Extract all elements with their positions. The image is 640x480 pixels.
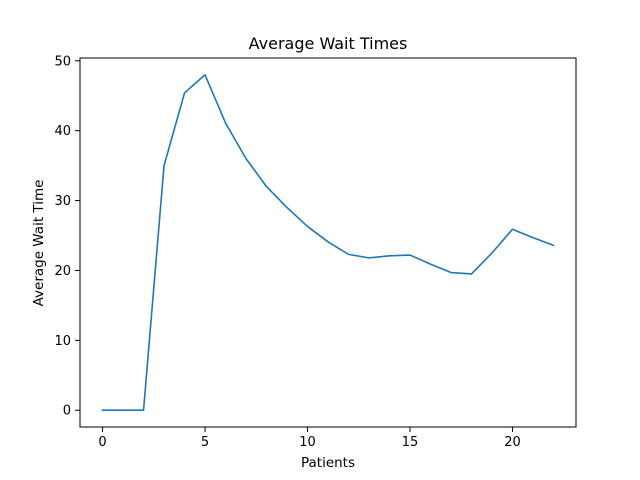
x-tick-label: 15 — [402, 435, 419, 450]
y-tick-label: 50 — [54, 54, 71, 69]
series-layer — [101, 73, 555, 412]
x-axis: 0 5 10 15 20 — [98, 427, 521, 450]
y-tick-label: 10 — [54, 334, 71, 349]
y-axis-label: Average Wait Time — [31, 180, 47, 307]
x-axis-label: Patients — [301, 455, 355, 471]
chart-title: Average Wait Times — [249, 34, 408, 53]
y-tick-label: 30 — [54, 194, 71, 209]
plot-area — [79, 57, 577, 428]
x-tick-label: 20 — [504, 435, 521, 450]
x-tick-label: 0 — [98, 435, 106, 450]
y-axis: 0 10 20 30 40 50 — [54, 54, 80, 419]
series-line — [101, 73, 555, 412]
y-tick-label: 40 — [54, 124, 71, 139]
x-tick-label: 10 — [299, 435, 316, 450]
y-tick-label: 20 — [54, 264, 71, 279]
x-tick-label: 5 — [201, 435, 209, 450]
y-tick-label: 0 — [63, 404, 71, 419]
